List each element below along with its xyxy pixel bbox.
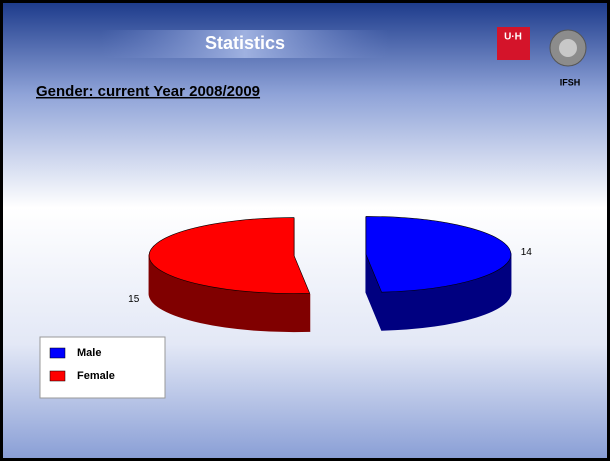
legend-label: Male — [77, 347, 101, 359]
logo-ifsh-text: IFSH — [560, 77, 581, 87]
subtitle: Gender: current Year 2008/2009 — [36, 83, 260, 100]
legend-swatch — [49, 347, 66, 359]
logo-uh-text: U·H — [504, 32, 522, 43]
logo-ifsh-inner — [559, 39, 577, 57]
title-band — [100, 30, 390, 58]
legend-swatch — [49, 370, 66, 382]
legend — [39, 336, 166, 399]
data-label: 14 — [521, 247, 533, 258]
pie-slice — [148, 217, 311, 294]
legend-label: Female — [77, 370, 115, 382]
data-label: 15 — [128, 294, 140, 305]
logo-uh — [497, 27, 530, 60]
slide-title: Statistics — [205, 33, 285, 53]
pie-slice — [365, 216, 512, 293]
